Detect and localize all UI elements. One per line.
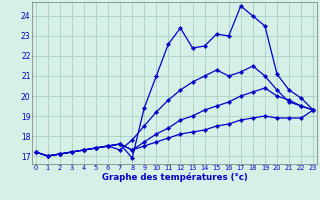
X-axis label: Graphe des températures (°c): Graphe des températures (°c): [101, 173, 247, 182]
